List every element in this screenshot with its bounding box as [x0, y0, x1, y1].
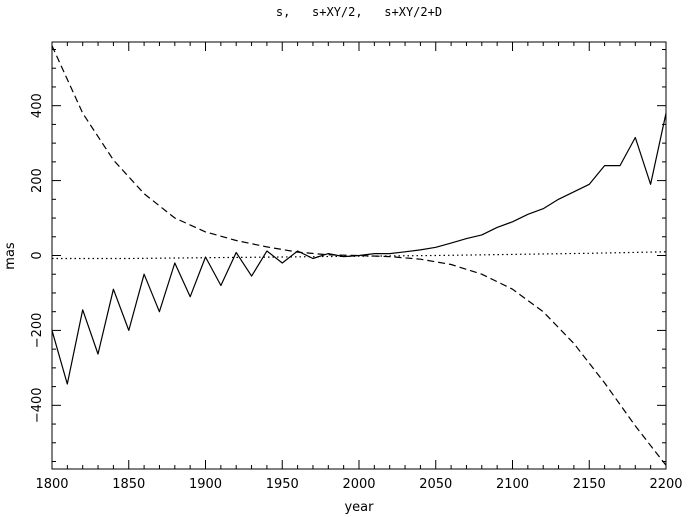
- y-tick-label: 200: [30, 168, 45, 193]
- y-tick-label: 400: [30, 93, 45, 118]
- y-tick-label: 0: [30, 251, 45, 259]
- chart-title: s, s+XY/2, s+XY/2+D: [276, 5, 442, 19]
- x-tick-label: 1800: [35, 477, 68, 492]
- x-tick-label: 1950: [266, 477, 299, 492]
- x-axis-title: year: [344, 500, 374, 515]
- series-line-dotted: [52, 251, 667, 260]
- x-tick-label: 2200: [649, 477, 682, 492]
- x-tick-label: 2150: [573, 477, 606, 492]
- series-line-dashed: [51, 45, 667, 466]
- x-tick-label: 2050: [419, 477, 452, 492]
- x-tick-label: 2100: [496, 477, 529, 492]
- x-tick-label: 1900: [189, 477, 222, 492]
- y-axis-title: mas: [3, 242, 18, 270]
- y-tick-label: −200: [30, 313, 45, 349]
- series-line-solid: [51, 113, 667, 385]
- x-tick-label: 1850: [112, 477, 145, 492]
- y-tick-label: −400: [30, 387, 45, 423]
- x-tick-label: 2000: [342, 477, 375, 492]
